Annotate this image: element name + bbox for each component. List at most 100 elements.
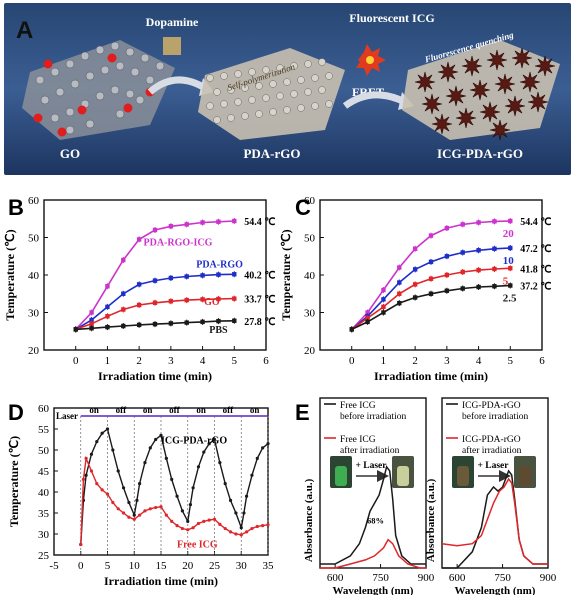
y-tick-label: 40 <box>304 270 316 282</box>
carbon-atom-icon <box>227 86 235 94</box>
data-point <box>196 521 201 526</box>
data-point <box>245 530 249 534</box>
data-point <box>121 323 126 329</box>
data-point <box>184 222 189 227</box>
carbon-atom-icon <box>206 74 214 82</box>
data-point <box>397 291 402 296</box>
data-point <box>184 320 189 325</box>
data-point <box>105 492 110 496</box>
data-point <box>216 272 221 277</box>
data-point <box>152 227 158 233</box>
carbon-atom-icon <box>241 84 249 92</box>
data-point <box>216 296 221 302</box>
carbon-atom-icon <box>125 89 135 99</box>
data-point <box>460 250 465 255</box>
data-point <box>89 317 94 323</box>
carbon-atom-icon <box>248 68 256 76</box>
data-point <box>121 486 126 490</box>
end-value-label: 41.8 ℃ <box>520 264 551 275</box>
end-value-label: 54.4 ℃ <box>244 217 275 228</box>
x-tick-label: 900 <box>540 572 557 584</box>
x-tick-label: 3 <box>168 355 174 367</box>
data-point <box>444 272 450 278</box>
vial-liquid-icon <box>457 466 469 486</box>
series-line <box>320 465 426 565</box>
carbon-atom-icon <box>135 95 145 105</box>
data-point <box>105 304 110 310</box>
quenched-icg-icon <box>461 55 483 77</box>
data-point <box>228 530 233 534</box>
data-point <box>105 284 110 289</box>
x-tick-label: 6 <box>539 355 545 367</box>
carbon-atom-icon <box>304 88 312 96</box>
series-label: PBS <box>209 325 228 336</box>
carbon-atom-icon <box>262 94 270 102</box>
legend-label: Free ICG <box>340 435 376 445</box>
carbon-atom-icon <box>311 102 319 110</box>
end-value-label: 33.7 ℃ <box>244 295 275 306</box>
x-tick-label: 3 <box>444 355 450 367</box>
carbon-atom-icon <box>110 85 120 95</box>
chart-C: 0 1 2 3 4 5 6 20 30 40 50 60 Irradiation time (min) T… <box>279 195 552 383</box>
data-point <box>159 505 163 509</box>
data-point <box>100 431 104 435</box>
carbon-atom-icon <box>65 59 75 69</box>
data-point <box>200 273 205 278</box>
series-label: 5 <box>503 275 509 287</box>
quenched-icg-icon <box>437 61 459 83</box>
data-point <box>476 248 481 253</box>
carbon-atom-icon <box>276 92 284 100</box>
y-tick-label: 55 <box>38 424 50 436</box>
carbon-atom-icon <box>206 102 214 110</box>
y-tick-label: 30 <box>304 308 316 320</box>
data-point <box>245 494 249 498</box>
x-tick-label: 25 <box>209 560 221 572</box>
data-point <box>135 498 139 502</box>
x-tick-label: 1 <box>105 355 111 367</box>
series-label: 2.5 <box>503 293 517 305</box>
data-point <box>186 519 190 524</box>
laser-state-label: on <box>143 405 153 415</box>
vial-liquid-icon <box>397 466 409 486</box>
carbon-atom-icon <box>115 109 125 119</box>
y-tick-label: 60 <box>38 403 50 415</box>
vial-liquid-icon <box>335 466 347 486</box>
data-point <box>81 477 86 481</box>
x-tick-label: 5 <box>508 355 514 367</box>
carbon-atom-icon <box>50 113 60 123</box>
data-point <box>397 265 402 270</box>
data-point <box>381 287 386 293</box>
data-point <box>191 526 195 530</box>
arrow-icon <box>147 76 207 95</box>
data-point <box>444 254 450 259</box>
y-axis-label: Absorbance (a.u.) <box>425 478 437 562</box>
end-value-label: 54.4 ℃ <box>520 217 551 228</box>
carbon-atom-icon <box>255 110 263 118</box>
data-point <box>105 324 110 330</box>
data-point <box>428 233 434 238</box>
laser-label: Laser <box>56 411 78 421</box>
data-point <box>508 218 513 224</box>
data-point <box>170 477 174 481</box>
x-tick-label: 6 <box>263 355 269 367</box>
data-point <box>476 220 481 225</box>
x-tick-label: 35 <box>263 560 275 572</box>
series-line <box>80 455 269 545</box>
panel-e-letter: E <box>295 400 310 425</box>
carbon-atom-icon <box>140 53 150 63</box>
data-point <box>250 526 254 531</box>
laser-state-label: off <box>169 405 180 415</box>
data-point <box>266 523 270 527</box>
data-point <box>73 327 78 332</box>
y-tick-label: 30 <box>38 529 50 541</box>
carbon-atom-icon <box>220 72 228 80</box>
quenched-icg-icon <box>494 73 516 95</box>
data-point <box>239 526 243 530</box>
laser-arrow-label: + Laser <box>355 461 387 471</box>
data-point <box>476 284 481 290</box>
data-point <box>132 517 136 521</box>
data-point <box>255 524 259 529</box>
data-point <box>136 237 142 242</box>
data-point <box>95 440 99 444</box>
